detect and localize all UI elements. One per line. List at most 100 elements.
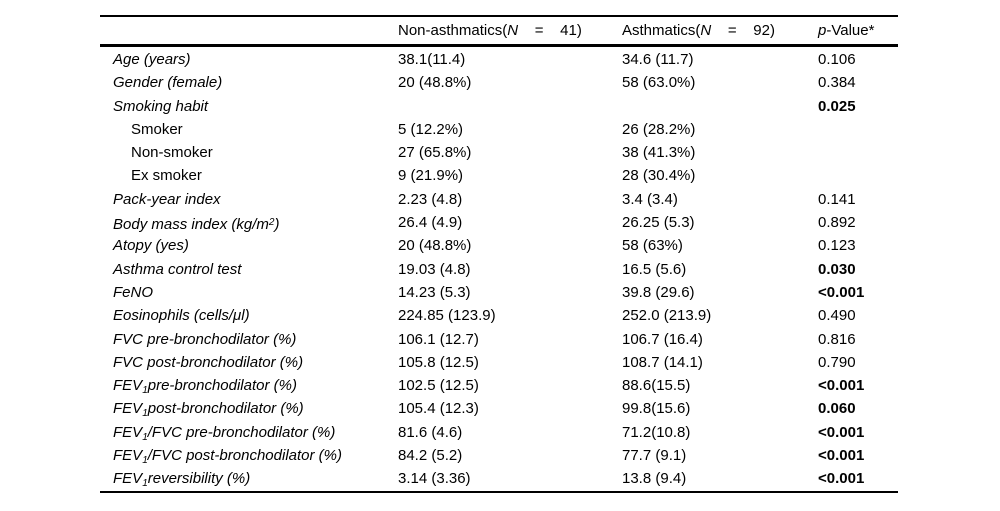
table-row: Ex smoker 9 (21.9%) 28 (30.4%): [100, 164, 898, 187]
cell-asthmatics-value: 77.7 (9.1): [622, 447, 687, 465]
cell-p-value: 0.106: [818, 51, 856, 68]
table-row: Asthma control test 19.03 (4.8) 16.5 (5.6)…: [100, 258, 898, 281]
row-label: Age (years): [100, 48, 898, 71]
table-row: Non-smoker 27 (65.8%) 38 (41.3%): [100, 141, 898, 164]
cell-asthmatics-value: 34.6 (11.7): [622, 51, 694, 68]
row-label: FEV1/FVC pre-bronchodilator (%): [100, 421, 898, 449]
text-segment: ): [274, 216, 280, 234]
text-segment: = 41): [518, 22, 582, 39]
text-segment: N: [700, 22, 712, 39]
cell-asthmatics-value: 39.8 (29.6): [622, 283, 695, 301]
row-label: FEV1/FVC post-bronchodilator (%): [100, 444, 898, 472]
cell-non-asthmatics-value: 2.23 (4.8): [398, 190, 463, 208]
text-segment: 1: [142, 478, 148, 490]
text-segment: FEV: [113, 400, 143, 418]
table-row: Gender (female) 20 (48.8%) 58 (63.0%) 0.384: [100, 71, 898, 94]
cell-non-asthmatics-value: 224.85 (123.9): [398, 307, 496, 325]
row-label: Smoking habit: [100, 95, 898, 118]
cell-asthmatics-value: 13.8 (9.4): [622, 470, 687, 488]
table-row: FEV1pre-bronchodilator (%) 102.5 (12.5) 88…: [100, 374, 898, 397]
table-row: Pack-year index 2.23 (4.8) 3.4 (3.4) 0.141: [100, 188, 898, 211]
text-segment: Non-smoker: [131, 144, 213, 162]
text-segment: /FVC pre-bronchodilator (%): [147, 423, 336, 441]
cell-p-value: 0.123: [818, 237, 856, 255]
text-segment: Ex smoker: [131, 167, 202, 185]
cell-non-asthmatics-value: 27 (65.8%): [398, 144, 472, 162]
table-row: FEV1reversibility (%) 3.14 (3.36) 13.8 (9.…: [100, 467, 898, 490]
cell-p-value: <0.001: [818, 377, 865, 395]
text-segment: FVC post-bronchodilator (%): [113, 353, 304, 371]
cell-non-asthmatics-value: 3.14 (3.36): [398, 470, 471, 488]
text-segment: -Value*: [826, 22, 875, 39]
row-label: Smoker: [100, 118, 898, 141]
cell-asthmatics-value: 106.7 (16.4): [622, 330, 703, 348]
cell-asthmatics-value: 3.4 (3.4): [622, 190, 678, 208]
text-segment: pre-bronchodilator (%): [147, 377, 297, 395]
table-row: Smoker 5 (12.2%) 26 (28.2%): [100, 118, 898, 141]
row-label: Body mass index (kg/m2): [100, 211, 898, 236]
text-segment: Pack-year index: [113, 190, 221, 208]
cell-asthmatics-value: 99.8(15.6): [622, 400, 691, 418]
row-label: Ex smoker: [100, 164, 898, 187]
table-row: Age (years) 38.1(11.4) 34.6 (11.7) 0.106: [100, 48, 898, 71]
text-segment: FeNO: [113, 283, 154, 301]
cell-non-asthmatics-value: 81.6 (4.6): [398, 423, 463, 441]
table-row: FEV1/FVC pre-bronchodilator (%) 81.6 (4.6…: [100, 421, 898, 444]
text-segment: Asthma control test: [113, 260, 242, 278]
cell-non-asthmatics-value: 102.5 (12.5): [398, 377, 479, 395]
cell-p-value: 0.025: [818, 97, 856, 115]
table-body: Age (years) 38.1(11.4) 34.6 (11.7) 0.106 Gen…: [100, 47, 898, 493]
cell-p-value: 0.030: [818, 260, 856, 278]
cell-non-asthmatics-value: 9 (21.9%): [398, 167, 464, 185]
text-segment: Atopy (yes): [113, 237, 189, 255]
cell-non-asthmatics-value: 5 (12.2%): [398, 120, 464, 138]
column-header-p-value: p-Value*: [818, 17, 874, 44]
text-segment: Gender (female): [113, 74, 223, 92]
cell-non-asthmatics-value: 14.23 (5.3): [398, 283, 471, 301]
cell-asthmatics-value: 38 (41.3%): [622, 144, 696, 162]
row-label: FVC post-bronchodilator (%): [100, 351, 898, 374]
cell-asthmatics-value: 88.6(15.5): [622, 377, 691, 395]
text-segment: post-bronchodilator (%): [147, 400, 304, 418]
cell-p-value: 0.892: [818, 214, 856, 232]
cell-asthmatics-value: 58 (63%): [622, 237, 683, 255]
cell-p-value: <0.001: [818, 447, 865, 465]
cell-asthmatics-value: 26 (28.2%): [622, 120, 696, 138]
cell-p-value: <0.001: [818, 423, 865, 441]
cell-p-value: <0.001: [818, 283, 865, 301]
table-row: Eosinophils (cells/μl) 224.85 (123.9) 252.…: [100, 304, 898, 327]
text-segment: 1: [142, 385, 148, 397]
table-row: Atopy (yes) 20 (48.8%) 58 (63%) 0.123: [100, 234, 898, 257]
table-row: Body mass index (kg/m2) 26.4 (4.9) 26.25 (…: [100, 211, 898, 234]
text-segment: FEV: [113, 377, 143, 395]
row-label: FVC pre-bronchodilator (%): [100, 328, 898, 351]
row-label: FEV1pre-bronchodilator (%): [100, 374, 898, 402]
cell-asthmatics-value: 71.2(10.8): [622, 423, 691, 441]
cell-non-asthmatics-value: 20 (48.8%): [398, 237, 472, 255]
text-segment: 1: [142, 408, 148, 420]
column-header-non-asthmatics: Non-asthmatics(N = 41): [398, 17, 582, 44]
table-row: FEV1/FVC post-bronchodilator (%) 84.2 (5.…: [100, 444, 898, 467]
cell-p-value: 0.490: [818, 307, 856, 325]
cell-p-value: 0.790: [818, 353, 856, 371]
row-label: Eosinophils (cells/μl): [100, 304, 898, 327]
text-segment: FEV: [113, 447, 143, 465]
row-label: Pack-year index: [100, 188, 898, 211]
text-segment: p: [818, 22, 827, 39]
table-row: FEV1post-bronchodilator (%) 105.4 (12.3) 9…: [100, 397, 898, 420]
text-segment: reversibility (%): [147, 470, 251, 488]
text-segment: Non-asthmatics(: [398, 22, 508, 39]
text-segment: = 92): [711, 22, 775, 39]
cell-asthmatics-value: 108.7 (14.1): [622, 353, 703, 371]
cell-non-asthmatics-value: 105.4 (12.3): [398, 400, 479, 418]
row-label: Gender (female): [100, 71, 898, 94]
cell-p-value: 0.141: [818, 190, 856, 208]
text-segment: FEV: [113, 470, 143, 488]
cell-asthmatics-value: 16.5 (5.6): [622, 260, 687, 278]
text-segment: 1: [142, 431, 148, 443]
text-segment: FEV: [113, 423, 143, 441]
cell-p-value: 0.384: [818, 74, 856, 92]
cell-non-asthmatics-value: 20 (48.8%): [398, 74, 472, 92]
row-label: Asthma control test: [100, 258, 898, 281]
text-segment: Eosinophils (cells/μl): [113, 307, 250, 325]
